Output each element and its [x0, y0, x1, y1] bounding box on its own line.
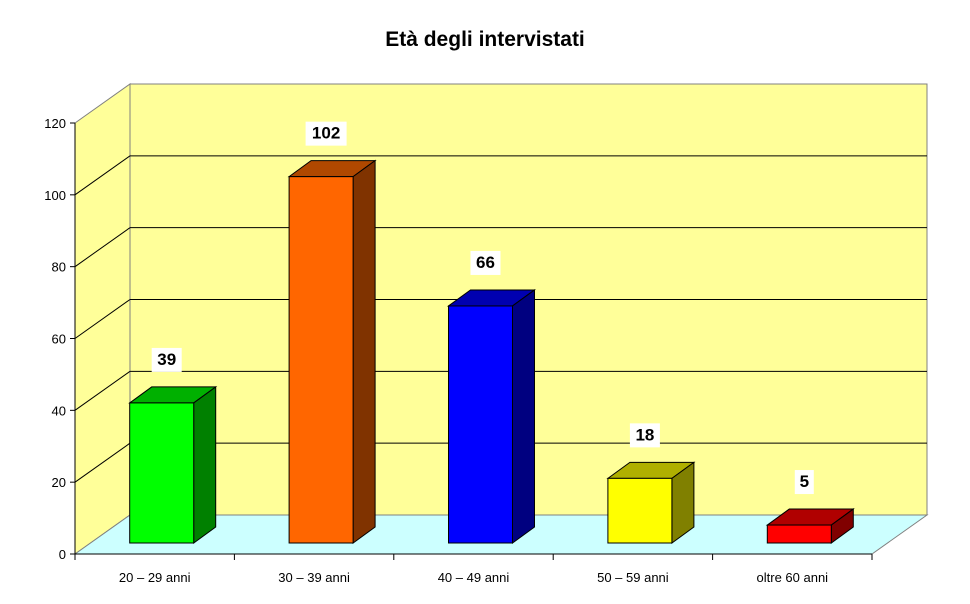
bar-side	[193, 385, 217, 544]
value-label: 102	[312, 124, 340, 143]
bar-side	[352, 159, 376, 544]
x-category-label: 50 – 59 anni	[597, 570, 669, 585]
y-tick-label: 100	[44, 188, 66, 203]
value-label-bg	[794, 470, 814, 495]
value-label: 39	[157, 350, 176, 369]
y-tick-label: 40	[52, 403, 66, 418]
bar-front	[607, 477, 673, 544]
bar-side	[512, 288, 535, 544]
gridline-side	[74, 299, 131, 339]
gridline-side	[74, 370, 131, 411]
y-tick-label: 0	[59, 547, 66, 562]
value-label: 5	[800, 472, 809, 491]
gridline-side	[74, 155, 131, 196]
bar-front	[129, 402, 195, 544]
x-category-label: 30 – 39 anni	[278, 570, 350, 585]
y-tick-label: 60	[52, 332, 66, 347]
chart-title: Età degli intervistati	[385, 28, 585, 51]
y-tick-label: 20	[52, 475, 66, 490]
value-label: 18	[635, 425, 654, 444]
y-tick-label: 120	[44, 116, 66, 131]
value-label-bg	[305, 121, 347, 146]
value-label-bg	[151, 347, 182, 372]
value-label-bg	[629, 423, 660, 448]
gridline-side	[74, 442, 131, 483]
bar-front	[448, 305, 513, 544]
x-category-label: 40 – 49 anni	[438, 570, 510, 585]
value-label: 66	[476, 253, 495, 272]
x-category-label: oltre 60 anni	[757, 570, 829, 585]
y-tick-label: 80	[52, 260, 66, 275]
bar-front	[766, 524, 832, 544]
gridline-side	[74, 227, 131, 268]
bar-front	[288, 176, 354, 544]
value-label-bg	[470, 250, 501, 275]
x-category-label: 20 – 29 anni	[119, 570, 191, 585]
